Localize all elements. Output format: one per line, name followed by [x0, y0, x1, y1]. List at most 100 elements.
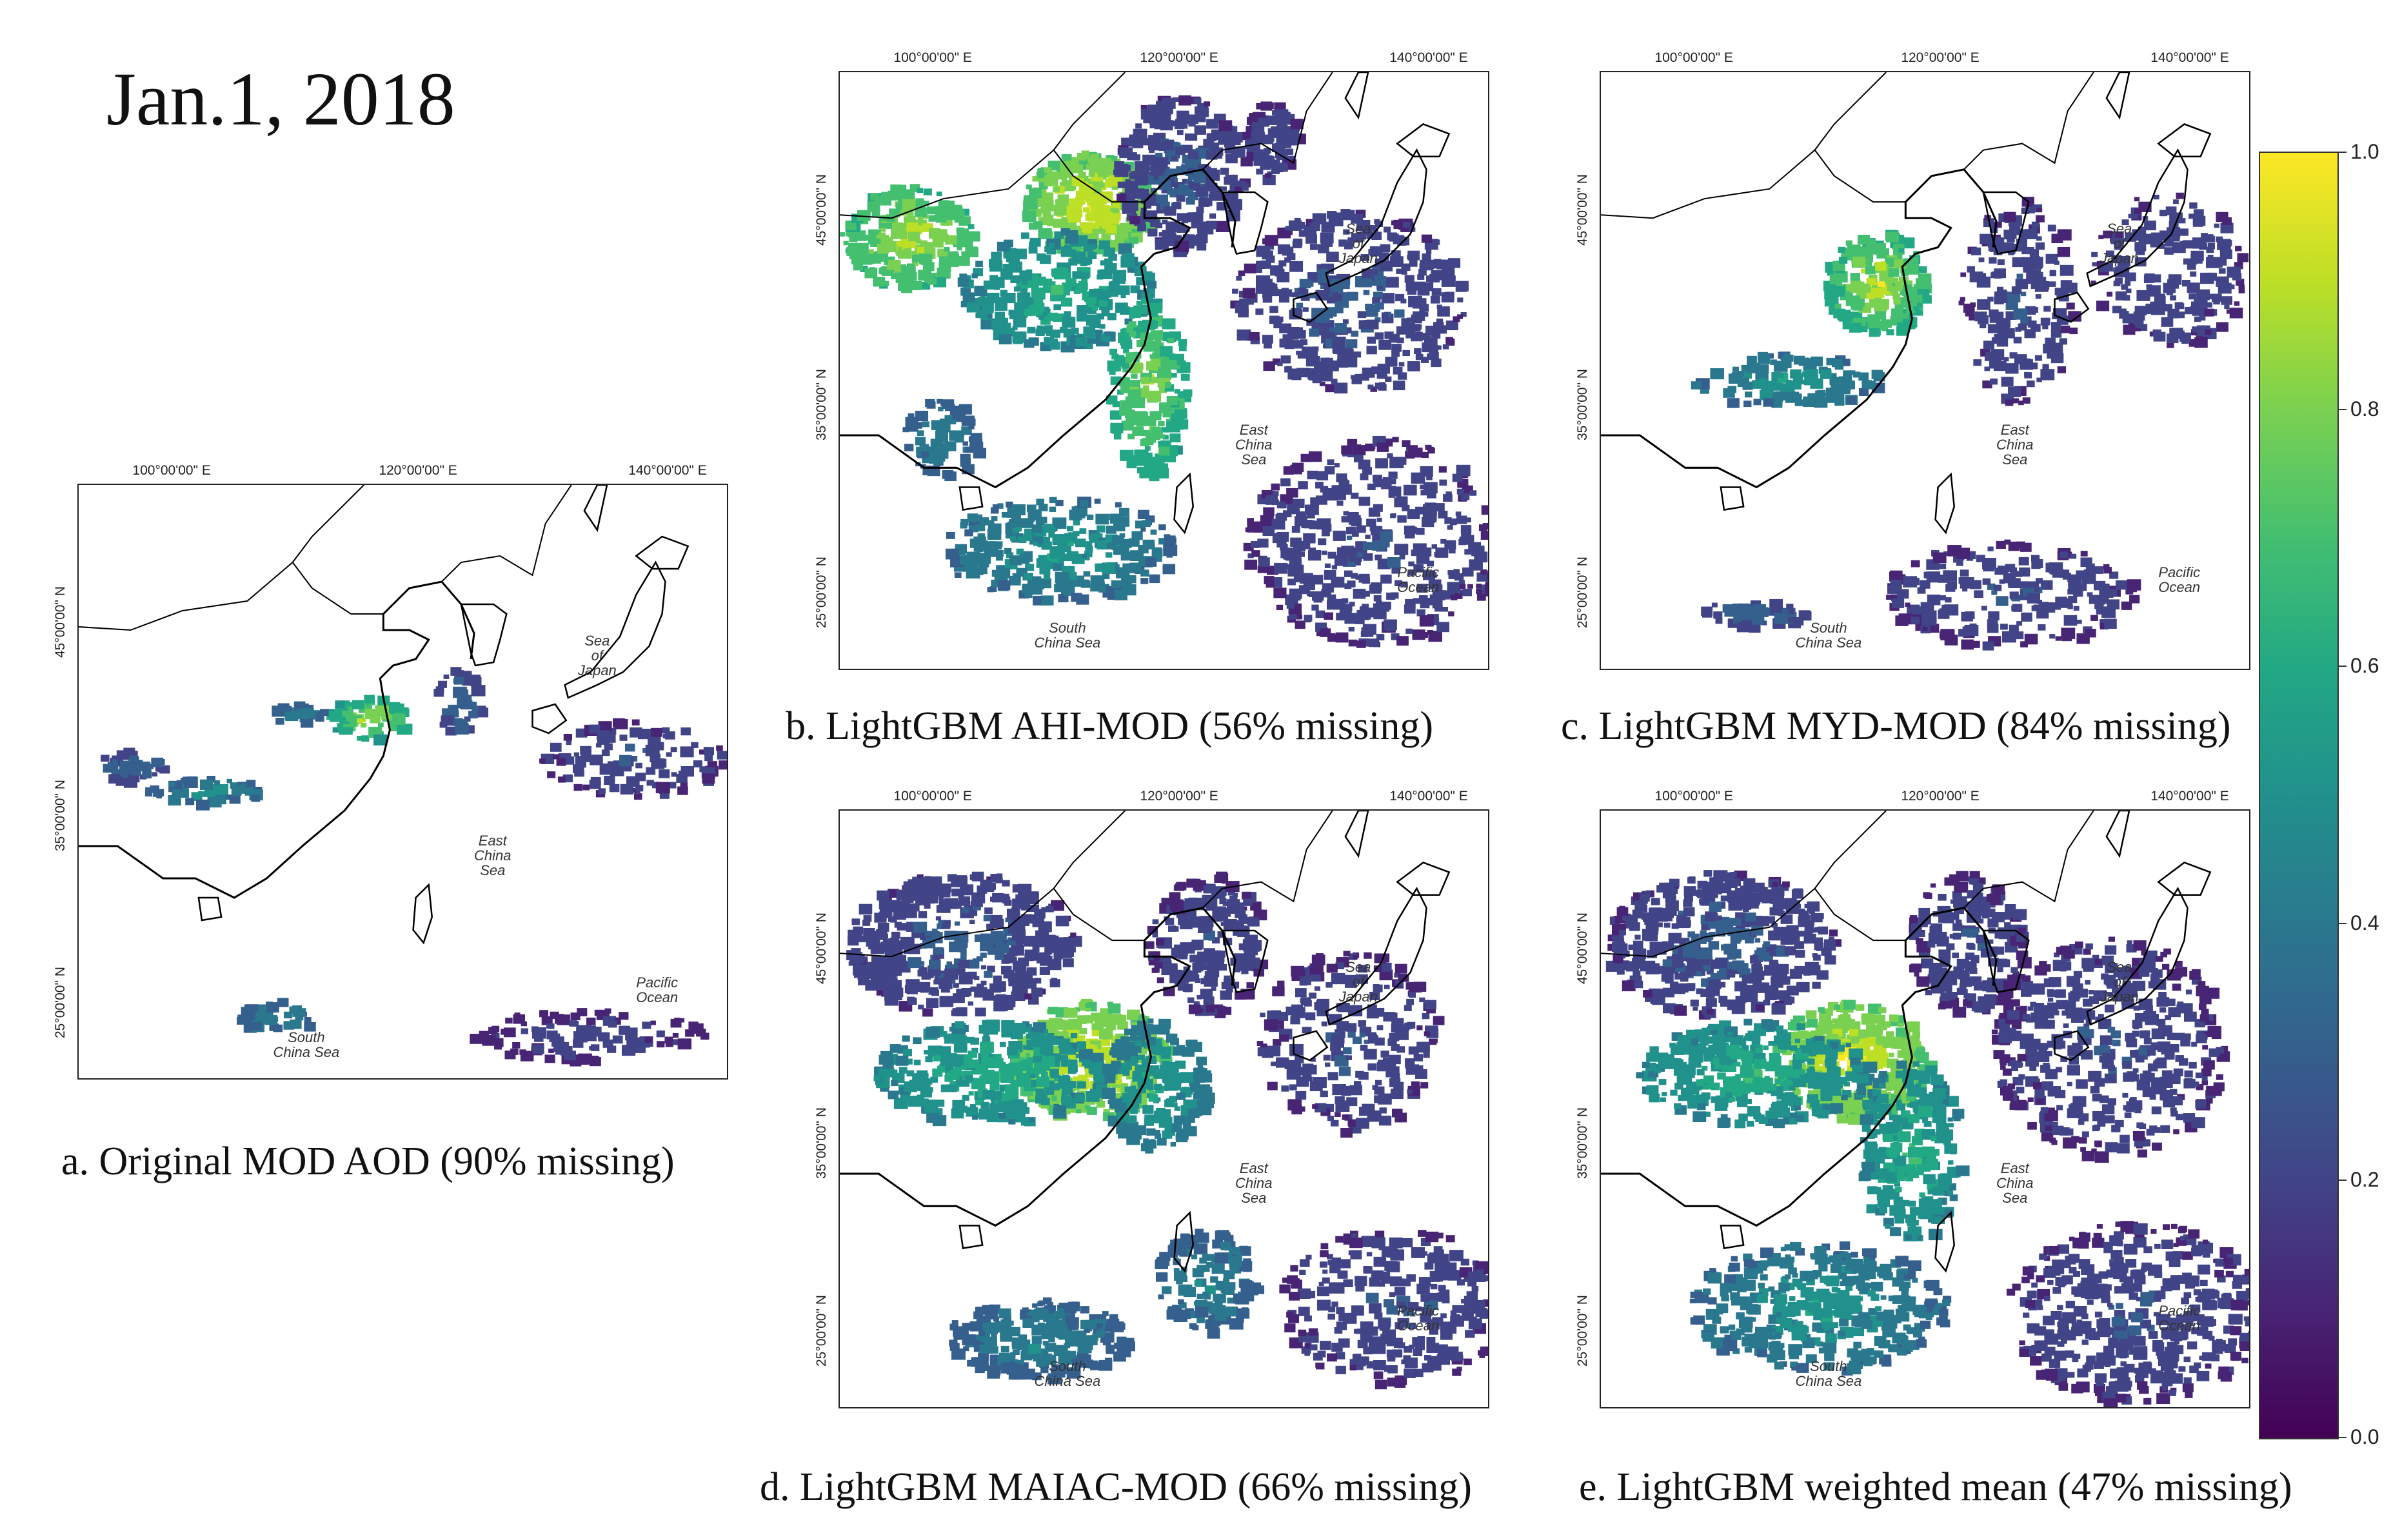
- aod-pixel: [1014, 286, 1020, 292]
- aod-pixel: [969, 442, 984, 453]
- aod-pixel: [940, 889, 951, 898]
- aod-pixel: [1159, 103, 1173, 115]
- aod-pixel: [1083, 571, 1091, 577]
- aod-pixel: [134, 760, 143, 767]
- aod-pixel: [980, 953, 987, 958]
- aod-pixel: [1829, 274, 1843, 284]
- aod-pixel: [1454, 593, 1463, 599]
- landmass-outline: [2157, 123, 2212, 157]
- aod-pixel: [1461, 529, 1471, 538]
- aod-pixel: [1015, 316, 1024, 324]
- aod-pixel: [1271, 117, 1281, 125]
- aod-pixel: [1124, 318, 1133, 325]
- aod-pixel: [906, 222, 918, 232]
- aod-pixel: [1282, 141, 1291, 148]
- aod-pixel: [2192, 237, 2207, 249]
- latitude-label: 25°00'00" N: [53, 967, 68, 1038]
- aod-pixel: [1903, 319, 1911, 325]
- aod-pixel: [2212, 259, 2223, 268]
- aod-pixel: [541, 1016, 553, 1025]
- sea-label-south-china-sea: South China Sea: [1034, 619, 1101, 651]
- aod-pixel: [1181, 217, 1188, 224]
- aod-pixel: [1091, 1012, 1102, 1022]
- aod-pixel: [2021, 246, 2031, 255]
- aod-pixel: [1454, 573, 1464, 581]
- aod-pixel: [1783, 383, 1795, 393]
- aod-pixel: [1062, 181, 1075, 192]
- aod-pixel: [1068, 258, 1078, 266]
- aod-pixel: [1444, 291, 1454, 300]
- aod-pixel: [1074, 509, 1086, 518]
- aod-pixel: [1391, 633, 1400, 640]
- aod-pixel: [1973, 359, 1982, 366]
- aod-pixel: [1431, 359, 1442, 368]
- aod-pixel: [1009, 312, 1018, 320]
- aod-pixel: [1187, 212, 1200, 222]
- aod-pixel: [1741, 364, 1751, 372]
- aod-pixel: [1290, 119, 1304, 130]
- aod-pixel: [1072, 271, 1082, 279]
- aod-pixel: [1193, 172, 1206, 183]
- aod-pixel: [1866, 292, 1875, 299]
- aod-pixel: [1113, 170, 1120, 175]
- aod-pixel: [991, 252, 1002, 261]
- aod-pixel: [479, 1031, 490, 1039]
- aod-pixel: [1424, 337, 1438, 349]
- aod-pixel: [1431, 288, 1442, 296]
- aod-pixel: [1427, 629, 1434, 635]
- aod-pixel: [970, 433, 982, 442]
- aod-pixel: [2095, 597, 2102, 602]
- aod-pixel: [860, 907, 869, 914]
- aod-pixel: [1172, 202, 1182, 210]
- aod-pixel: [1376, 370, 1387, 379]
- aod-pixel: [111, 769, 121, 776]
- aod-pixel: [940, 985, 950, 993]
- aod-pixel: [1227, 197, 1233, 202]
- aod-pixel: [1173, 235, 1180, 240]
- aod-pixel: [1286, 253, 1296, 261]
- aod-pixel: [1016, 526, 1022, 532]
- aod-pixel: [364, 709, 378, 719]
- aod-pixel: [1047, 219, 1057, 226]
- aod-pixel: [987, 528, 1002, 540]
- aod-pixel: [1860, 285, 1871, 295]
- aod-pixel: [1389, 479, 1396, 485]
- aod-pixel: [1778, 351, 1787, 359]
- aod-pixel: [1900, 270, 1909, 277]
- aod-pixel: [935, 214, 947, 223]
- aod-pixel: [1121, 137, 1133, 147]
- aod-pixel: [1011, 907, 1018, 912]
- aod-pixel: [1422, 253, 1431, 261]
- aod-pixel: [1188, 181, 1201, 191]
- aod-pixel: [1277, 244, 1291, 255]
- aod-pixel: [935, 916, 942, 921]
- aod-pixel: [1375, 554, 1382, 560]
- aod-pixel: [977, 524, 986, 531]
- aod-pixel: [1460, 538, 1468, 545]
- aod-pixel: [2096, 607, 2105, 615]
- aod-pixel: [577, 1008, 588, 1016]
- aod-pixel: [1909, 302, 1918, 309]
- aod-pixel: [1146, 452, 1153, 458]
- aod-pixel: [1353, 445, 1366, 456]
- aod-pixel: [2036, 215, 2045, 222]
- aod-pixels: [1691, 192, 2249, 651]
- aod-pixel: [553, 754, 560, 760]
- aod-pixel: [1114, 589, 1127, 600]
- aod-pixel: [1300, 453, 1311, 462]
- aod-pixel: [987, 313, 993, 319]
- aod-pixel: [891, 971, 898, 977]
- aod-pixel: [2121, 601, 2132, 610]
- aod-pixel: [1083, 329, 1092, 336]
- aod-pixel: [464, 696, 470, 702]
- aod-pixel: [677, 786, 688, 795]
- aod-pixel: [931, 989, 939, 996]
- aod-pixel: [1220, 168, 1229, 175]
- aod-pixel: [1397, 515, 1407, 523]
- aod-pixel: [1158, 386, 1167, 393]
- aod-pixel: [880, 227, 886, 232]
- aod-pixel: [1391, 250, 1401, 258]
- aod-pixel: [1927, 594, 1941, 606]
- aod-pixel: [884, 996, 891, 1001]
- aod-pixel: [2067, 604, 2073, 609]
